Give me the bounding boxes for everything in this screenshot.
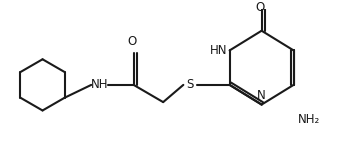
Text: O: O — [255, 1, 264, 14]
Text: N: N — [257, 89, 266, 102]
Text: HN: HN — [210, 44, 227, 57]
Text: NH: NH — [90, 78, 108, 91]
Text: O: O — [127, 35, 136, 48]
Text: NH₂: NH₂ — [298, 113, 320, 126]
Text: S: S — [186, 78, 194, 91]
